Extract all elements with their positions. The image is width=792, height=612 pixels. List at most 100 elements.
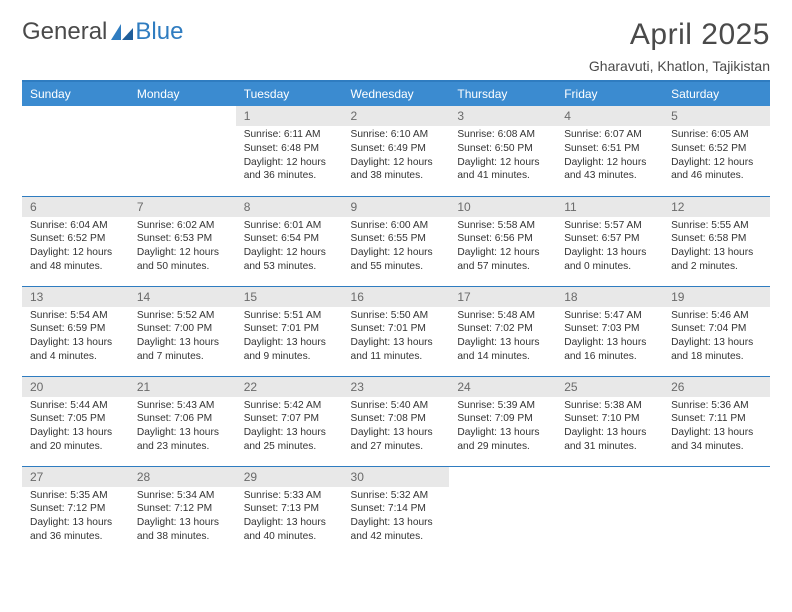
day-details: Sunrise: 6:02 AMSunset: 6:53 PMDaylight:… xyxy=(129,217,236,278)
weekday-header: Wednesday xyxy=(343,82,450,106)
calendar-cell: 10Sunrise: 5:58 AMSunset: 6:56 PMDayligh… xyxy=(449,196,556,286)
calendar-cell: 26Sunrise: 5:36 AMSunset: 7:11 PMDayligh… xyxy=(663,376,770,466)
day-number: 24 xyxy=(449,377,556,397)
calendar-week: 13Sunrise: 5:54 AMSunset: 6:59 PMDayligh… xyxy=(22,286,770,376)
calendar-cell: 23Sunrise: 5:40 AMSunset: 7:08 PMDayligh… xyxy=(343,376,450,466)
calendar-cell: 20Sunrise: 5:44 AMSunset: 7:05 PMDayligh… xyxy=(22,376,129,466)
day-details: Sunrise: 5:43 AMSunset: 7:06 PMDaylight:… xyxy=(129,397,236,458)
day-details: Sunrise: 5:35 AMSunset: 7:12 PMDaylight:… xyxy=(22,487,129,548)
day-number: 11 xyxy=(556,197,663,217)
day-number: 21 xyxy=(129,377,236,397)
day-details: Sunrise: 6:04 AMSunset: 6:52 PMDaylight:… xyxy=(22,217,129,278)
brand-logo: General Blue xyxy=(22,18,183,46)
day-details: Sunrise: 5:54 AMSunset: 6:59 PMDaylight:… xyxy=(22,307,129,368)
brand-text-blue: Blue xyxy=(135,18,183,46)
day-details: Sunrise: 5:50 AMSunset: 7:01 PMDaylight:… xyxy=(343,307,450,368)
day-details: Sunrise: 5:48 AMSunset: 7:02 PMDaylight:… xyxy=(449,307,556,368)
weekday-header: Saturday xyxy=(663,82,770,106)
day-number: 30 xyxy=(343,467,450,487)
day-details: Sunrise: 6:07 AMSunset: 6:51 PMDaylight:… xyxy=(556,126,663,187)
day-details: Sunrise: 6:11 AMSunset: 6:48 PMDaylight:… xyxy=(236,126,343,187)
day-number: 23 xyxy=(343,377,450,397)
calendar-cell: 25Sunrise: 5:38 AMSunset: 7:10 PMDayligh… xyxy=(556,376,663,466)
day-details: Sunrise: 5:33 AMSunset: 7:13 PMDaylight:… xyxy=(236,487,343,548)
day-details: Sunrise: 6:08 AMSunset: 6:50 PMDaylight:… xyxy=(449,126,556,187)
day-number: 4 xyxy=(556,106,663,126)
day-details: Sunrise: 5:40 AMSunset: 7:08 PMDaylight:… xyxy=(343,397,450,458)
calendar-cell: 9Sunrise: 6:00 AMSunset: 6:55 PMDaylight… xyxy=(343,196,450,286)
weekday-header: Thursday xyxy=(449,82,556,106)
calendar-cell: 7Sunrise: 6:02 AMSunset: 6:53 PMDaylight… xyxy=(129,196,236,286)
day-number: 16 xyxy=(343,287,450,307)
day-number: 28 xyxy=(129,467,236,487)
day-number: 17 xyxy=(449,287,556,307)
title-block: April 2025 Gharavuti, Khatlon, Tajikista… xyxy=(589,18,770,74)
calendar-cell: 18Sunrise: 5:47 AMSunset: 7:03 PMDayligh… xyxy=(556,286,663,376)
calendar-cell: .. xyxy=(22,106,129,196)
day-number: 8 xyxy=(236,197,343,217)
calendar-cell: 17Sunrise: 5:48 AMSunset: 7:02 PMDayligh… xyxy=(449,286,556,376)
day-number: 3 xyxy=(449,106,556,126)
calendar-week: 20Sunrise: 5:44 AMSunset: 7:05 PMDayligh… xyxy=(22,376,770,466)
calendar-cell: 12Sunrise: 5:55 AMSunset: 6:58 PMDayligh… xyxy=(663,196,770,286)
calendar-cell: .. xyxy=(556,466,663,556)
calendar-cell: 8Sunrise: 6:01 AMSunset: 6:54 PMDaylight… xyxy=(236,196,343,286)
day-details: Sunrise: 5:46 AMSunset: 7:04 PMDaylight:… xyxy=(663,307,770,368)
calendar-cell: 30Sunrise: 5:32 AMSunset: 7:14 PMDayligh… xyxy=(343,466,450,556)
day-number: 5 xyxy=(663,106,770,126)
calendar-cell: 1Sunrise: 6:11 AMSunset: 6:48 PMDaylight… xyxy=(236,106,343,196)
day-details: Sunrise: 5:34 AMSunset: 7:12 PMDaylight:… xyxy=(129,487,236,548)
calendar-cell: 13Sunrise: 5:54 AMSunset: 6:59 PMDayligh… xyxy=(22,286,129,376)
day-details: Sunrise: 5:51 AMSunset: 7:01 PMDaylight:… xyxy=(236,307,343,368)
day-number: 25 xyxy=(556,377,663,397)
month-title: April 2025 xyxy=(589,18,770,52)
calendar-cell: 22Sunrise: 5:42 AMSunset: 7:07 PMDayligh… xyxy=(236,376,343,466)
day-number: 7 xyxy=(129,197,236,217)
day-number: 10 xyxy=(449,197,556,217)
day-number: 2 xyxy=(343,106,450,126)
day-number: 26 xyxy=(663,377,770,397)
day-number: 13 xyxy=(22,287,129,307)
calendar-cell: 15Sunrise: 5:51 AMSunset: 7:01 PMDayligh… xyxy=(236,286,343,376)
calendar-week: ....1Sunrise: 6:11 AMSunset: 6:48 PMDayl… xyxy=(22,106,770,196)
day-number: 12 xyxy=(663,197,770,217)
day-number: 27 xyxy=(22,467,129,487)
calendar-cell: 3Sunrise: 6:08 AMSunset: 6:50 PMDaylight… xyxy=(449,106,556,196)
day-number: 18 xyxy=(556,287,663,307)
day-details: Sunrise: 5:36 AMSunset: 7:11 PMDaylight:… xyxy=(663,397,770,458)
day-details: Sunrise: 5:52 AMSunset: 7:00 PMDaylight:… xyxy=(129,307,236,368)
day-details: Sunrise: 5:32 AMSunset: 7:14 PMDaylight:… xyxy=(343,487,450,548)
day-number: 19 xyxy=(663,287,770,307)
day-number: 14 xyxy=(129,287,236,307)
calendar-cell: 14Sunrise: 5:52 AMSunset: 7:00 PMDayligh… xyxy=(129,286,236,376)
calendar-cell: .. xyxy=(663,466,770,556)
calendar-cell: 16Sunrise: 5:50 AMSunset: 7:01 PMDayligh… xyxy=(343,286,450,376)
calendar-table: SundayMondayTuesdayWednesdayThursdayFrid… xyxy=(22,82,770,556)
calendar-cell: 21Sunrise: 5:43 AMSunset: 7:06 PMDayligh… xyxy=(129,376,236,466)
brand-sail-icon xyxy=(111,24,133,40)
day-number: 1 xyxy=(236,106,343,126)
calendar-page: General Blue April 2025 Gharavuti, Khatl… xyxy=(0,0,792,612)
page-header: General Blue April 2025 Gharavuti, Khatl… xyxy=(22,18,770,74)
day-details: Sunrise: 5:42 AMSunset: 7:07 PMDaylight:… xyxy=(236,397,343,458)
day-details: Sunrise: 5:57 AMSunset: 6:57 PMDaylight:… xyxy=(556,217,663,278)
day-number: 22 xyxy=(236,377,343,397)
calendar-cell: 6Sunrise: 6:04 AMSunset: 6:52 PMDaylight… xyxy=(22,196,129,286)
calendar-cell: 28Sunrise: 5:34 AMSunset: 7:12 PMDayligh… xyxy=(129,466,236,556)
location-subtitle: Gharavuti, Khatlon, Tajikistan xyxy=(589,58,770,74)
day-number: 6 xyxy=(22,197,129,217)
day-details: Sunrise: 5:44 AMSunset: 7:05 PMDaylight:… xyxy=(22,397,129,458)
day-number: 20 xyxy=(22,377,129,397)
calendar-cell: 27Sunrise: 5:35 AMSunset: 7:12 PMDayligh… xyxy=(22,466,129,556)
calendar-body: .... 1Sunrise: 6:11 AMSunset: 6:48 PMDayl… xyxy=(22,106,770,556)
calendar-week: 6Sunrise: 6:04 AMSunset: 6:52 PMDaylight… xyxy=(22,196,770,286)
weekday-header-row: SundayMondayTuesdayWednesdayThursdayFrid… xyxy=(22,82,770,106)
weekday-header: Friday xyxy=(556,82,663,106)
day-details: Sunrise: 6:05 AMSunset: 6:52 PMDaylight:… xyxy=(663,126,770,187)
day-number: 15 xyxy=(236,287,343,307)
day-details: Sunrise: 5:39 AMSunset: 7:09 PMDaylight:… xyxy=(449,397,556,458)
calendar-cell: 29Sunrise: 5:33 AMSunset: 7:13 PMDayligh… xyxy=(236,466,343,556)
day-details: Sunrise: 5:38 AMSunset: 7:10 PMDaylight:… xyxy=(556,397,663,458)
weekday-header: Sunday xyxy=(22,82,129,106)
day-details: Sunrise: 5:55 AMSunset: 6:58 PMDaylight:… xyxy=(663,217,770,278)
